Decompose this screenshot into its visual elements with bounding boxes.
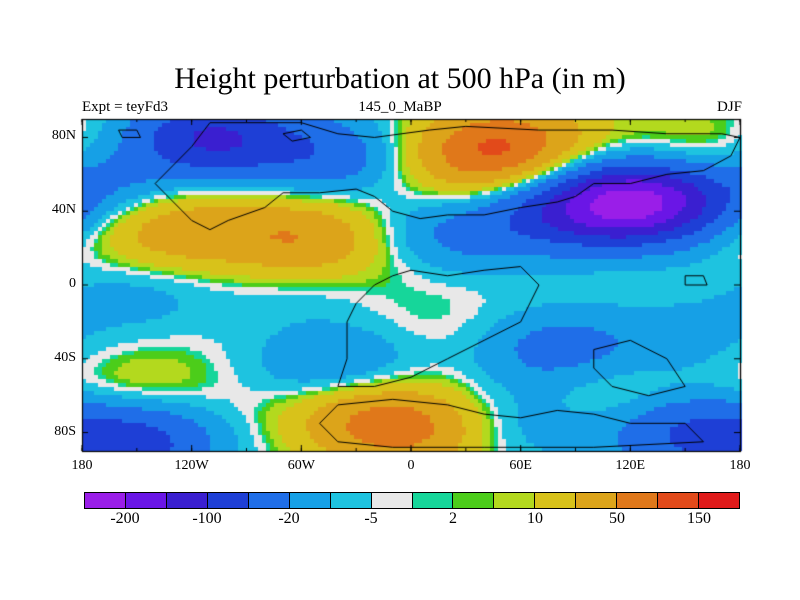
colorbar-swatch: [576, 493, 618, 508]
subtitle-label: 145_0_MaBP: [358, 99, 442, 115]
x-tick-label: 180: [729, 458, 751, 473]
colorbar-swatch: [125, 493, 167, 508]
y-tick-label: 40N: [51, 202, 76, 218]
x-tick-label: 0: [407, 458, 415, 473]
colorbar-label: -20: [278, 510, 300, 527]
colorbar-swatch: [85, 493, 126, 508]
colorbar-label: 10: [527, 510, 543, 527]
colorbar-label: 150: [687, 510, 711, 527]
colorbar-swatch: [289, 493, 331, 508]
colorbar-swatch: [412, 493, 454, 508]
colorbar-swatch: [658, 493, 700, 508]
x-tick-label: 60E: [509, 458, 532, 473]
x-tick-label: 180: [71, 458, 93, 473]
experiment-label: Expt = teyFd3: [82, 99, 168, 115]
x-tick-label: 120W: [174, 458, 209, 473]
colorbar-swatch: [330, 493, 372, 508]
colorbar: [84, 492, 740, 509]
colorbar-swatch: [166, 493, 208, 508]
y-tick-label: 40S: [54, 349, 76, 365]
y-tick-label: 80N: [51, 128, 76, 144]
colorbar-label: -200: [110, 510, 140, 527]
x-tick-label: 120E: [615, 458, 646, 473]
colorbar-swatch: [453, 493, 495, 508]
colorbar-label: -100: [192, 510, 222, 527]
x-tick-label: 60W: [287, 458, 315, 473]
colorbar-swatch: [617, 493, 659, 508]
colorbar-swatch: [535, 493, 577, 508]
colorbar-swatch: [494, 493, 536, 508]
season-label: DJF: [716, 99, 742, 115]
y-tick-label: 0: [69, 276, 76, 291]
colorbar-label: -5: [364, 510, 378, 527]
y-tick-label: 80S: [54, 423, 76, 439]
colorbar-swatch: [248, 493, 290, 508]
colorbar-swatch: [371, 493, 413, 508]
colorbar-label: 2: [449, 510, 457, 527]
colorbar-label: 50: [609, 510, 625, 527]
chart-title: Height perturbation at 500 hPa (in m): [174, 62, 626, 95]
colorbar-swatch: [207, 493, 249, 508]
colorbar-swatch: [699, 493, 739, 508]
